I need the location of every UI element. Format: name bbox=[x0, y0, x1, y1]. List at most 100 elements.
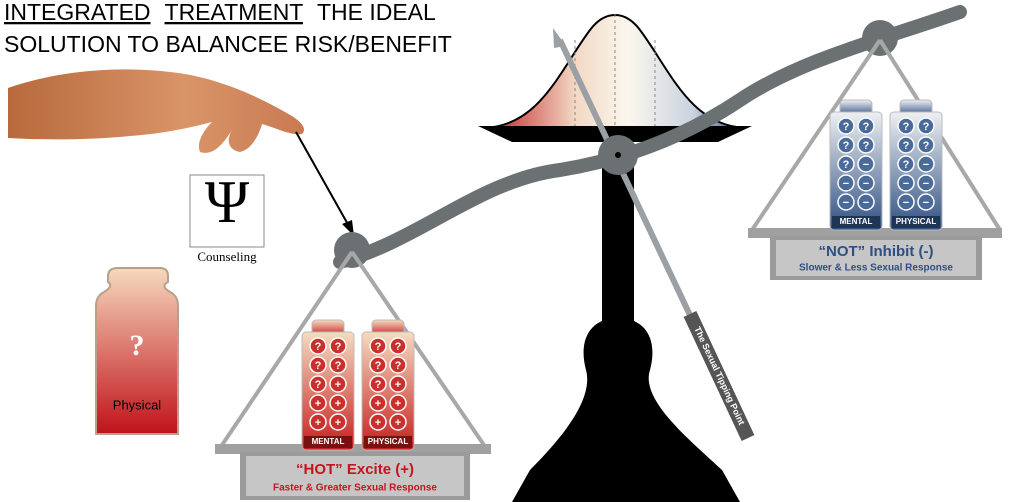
pointer-head bbox=[553, 28, 566, 48]
pill-symbol: − bbox=[923, 178, 929, 190]
pill bbox=[309, 337, 327, 355]
pill bbox=[369, 356, 387, 374]
pill-symbol: ? bbox=[335, 341, 342, 353]
right-label-inner bbox=[776, 240, 976, 276]
pill-symbol: ? bbox=[375, 360, 382, 372]
pill-symbol: ? bbox=[843, 140, 850, 152]
bell-curve bbox=[483, 14, 747, 129]
hand-arrow bbox=[295, 131, 351, 229]
right-pan-title: “NOT” Inhibit (-) bbox=[819, 243, 934, 260]
pill-symbol: ? bbox=[395, 360, 402, 372]
pack-band bbox=[832, 216, 880, 228]
pill bbox=[389, 413, 407, 431]
right-string bbox=[750, 38, 882, 232]
pill bbox=[857, 174, 875, 192]
title-segment: THE IDEAL bbox=[317, 0, 436, 25]
pillar-base bbox=[512, 318, 740, 502]
pill bbox=[329, 375, 347, 393]
pointer-label: The Sexual Tipping Point bbox=[692, 325, 746, 427]
pill bbox=[329, 413, 347, 431]
pill-symbol: ? bbox=[395, 341, 402, 353]
pill bbox=[837, 136, 855, 154]
pill-symbol: − bbox=[903, 178, 909, 190]
pill-symbol: ? bbox=[843, 159, 850, 171]
pill bbox=[837, 155, 855, 173]
pill-symbol: − bbox=[923, 159, 929, 171]
pill bbox=[309, 413, 327, 431]
pill bbox=[369, 394, 387, 412]
pill bbox=[897, 117, 915, 135]
pack-label: MENTAL bbox=[840, 217, 873, 226]
left-pan-subtitle: Faster & Greater Sexual Response bbox=[273, 483, 437, 494]
pill-symbol: ? bbox=[315, 379, 322, 391]
pill bbox=[897, 174, 915, 192]
pill-symbol: + bbox=[335, 417, 341, 429]
pill-symbol: + bbox=[395, 379, 401, 391]
pill bbox=[309, 356, 327, 374]
pill bbox=[837, 174, 855, 192]
pill-symbol: + bbox=[315, 417, 321, 429]
title-line-1: INTEGRATED TREATMENT THE IDEAL bbox=[4, 0, 436, 25]
left-pan-title: “HOT” Excite (+) bbox=[296, 461, 414, 478]
pill-symbol: ? bbox=[863, 140, 870, 152]
pill bbox=[369, 413, 387, 431]
pill bbox=[897, 193, 915, 211]
pack-label: MENTAL bbox=[312, 437, 345, 446]
pill bbox=[309, 375, 327, 393]
pill-symbol: − bbox=[863, 178, 869, 190]
beam bbox=[333, 5, 967, 269]
right-pan-subtitle: Slower & Less Sexual Response bbox=[799, 263, 953, 274]
pill bbox=[369, 337, 387, 355]
pill bbox=[329, 356, 347, 374]
pill-pack bbox=[829, 111, 883, 231]
pill bbox=[857, 193, 875, 211]
pill-symbol: ? bbox=[923, 121, 930, 133]
counseling-box bbox=[189, 174, 265, 248]
pill bbox=[389, 375, 407, 393]
weight-symbol: ? bbox=[130, 329, 145, 362]
pill-symbol: + bbox=[315, 398, 321, 410]
pill bbox=[389, 337, 407, 355]
pill-symbol: − bbox=[843, 197, 849, 209]
pill bbox=[837, 117, 855, 135]
pill-symbol: ? bbox=[923, 140, 930, 152]
right-tray bbox=[748, 228, 1002, 238]
pack-label: PHYSICAL bbox=[368, 437, 409, 446]
left-string bbox=[218, 250, 354, 450]
pill-symbol: ? bbox=[375, 341, 382, 353]
pill bbox=[917, 136, 935, 154]
left-pivot bbox=[334, 232, 370, 268]
weight-label: Physical bbox=[113, 397, 162, 412]
pill-symbol: ? bbox=[375, 379, 382, 391]
pill bbox=[389, 356, 407, 374]
pill-symbol: − bbox=[843, 178, 849, 190]
pill bbox=[917, 174, 935, 192]
pill bbox=[897, 155, 915, 173]
pill-symbol: ? bbox=[903, 159, 910, 171]
pill-symbol: ? bbox=[315, 341, 322, 353]
pill bbox=[917, 193, 935, 211]
pill-symbol: − bbox=[863, 159, 869, 171]
pill-symbol: ? bbox=[903, 140, 910, 152]
pill bbox=[369, 375, 387, 393]
pill-pack bbox=[361, 331, 415, 451]
left-label-inner bbox=[246, 456, 464, 496]
pill bbox=[897, 136, 915, 154]
pill-symbol: + bbox=[395, 417, 401, 429]
left-string bbox=[350, 250, 488, 450]
pill-symbol: ? bbox=[863, 121, 870, 133]
physical-weight bbox=[95, 267, 179, 435]
pack-band bbox=[304, 436, 352, 448]
pill bbox=[309, 394, 327, 412]
pill bbox=[857, 136, 875, 154]
pill bbox=[837, 193, 855, 211]
pack-band bbox=[364, 436, 412, 448]
pill-symbol: − bbox=[923, 197, 929, 209]
pill-symbol: + bbox=[375, 417, 381, 429]
arrow-head bbox=[342, 220, 354, 236]
pill-symbol: + bbox=[335, 379, 341, 391]
pill-symbol: + bbox=[375, 398, 381, 410]
pill-symbol: ? bbox=[335, 360, 342, 372]
title-segment: TREATMENT bbox=[165, 0, 304, 25]
